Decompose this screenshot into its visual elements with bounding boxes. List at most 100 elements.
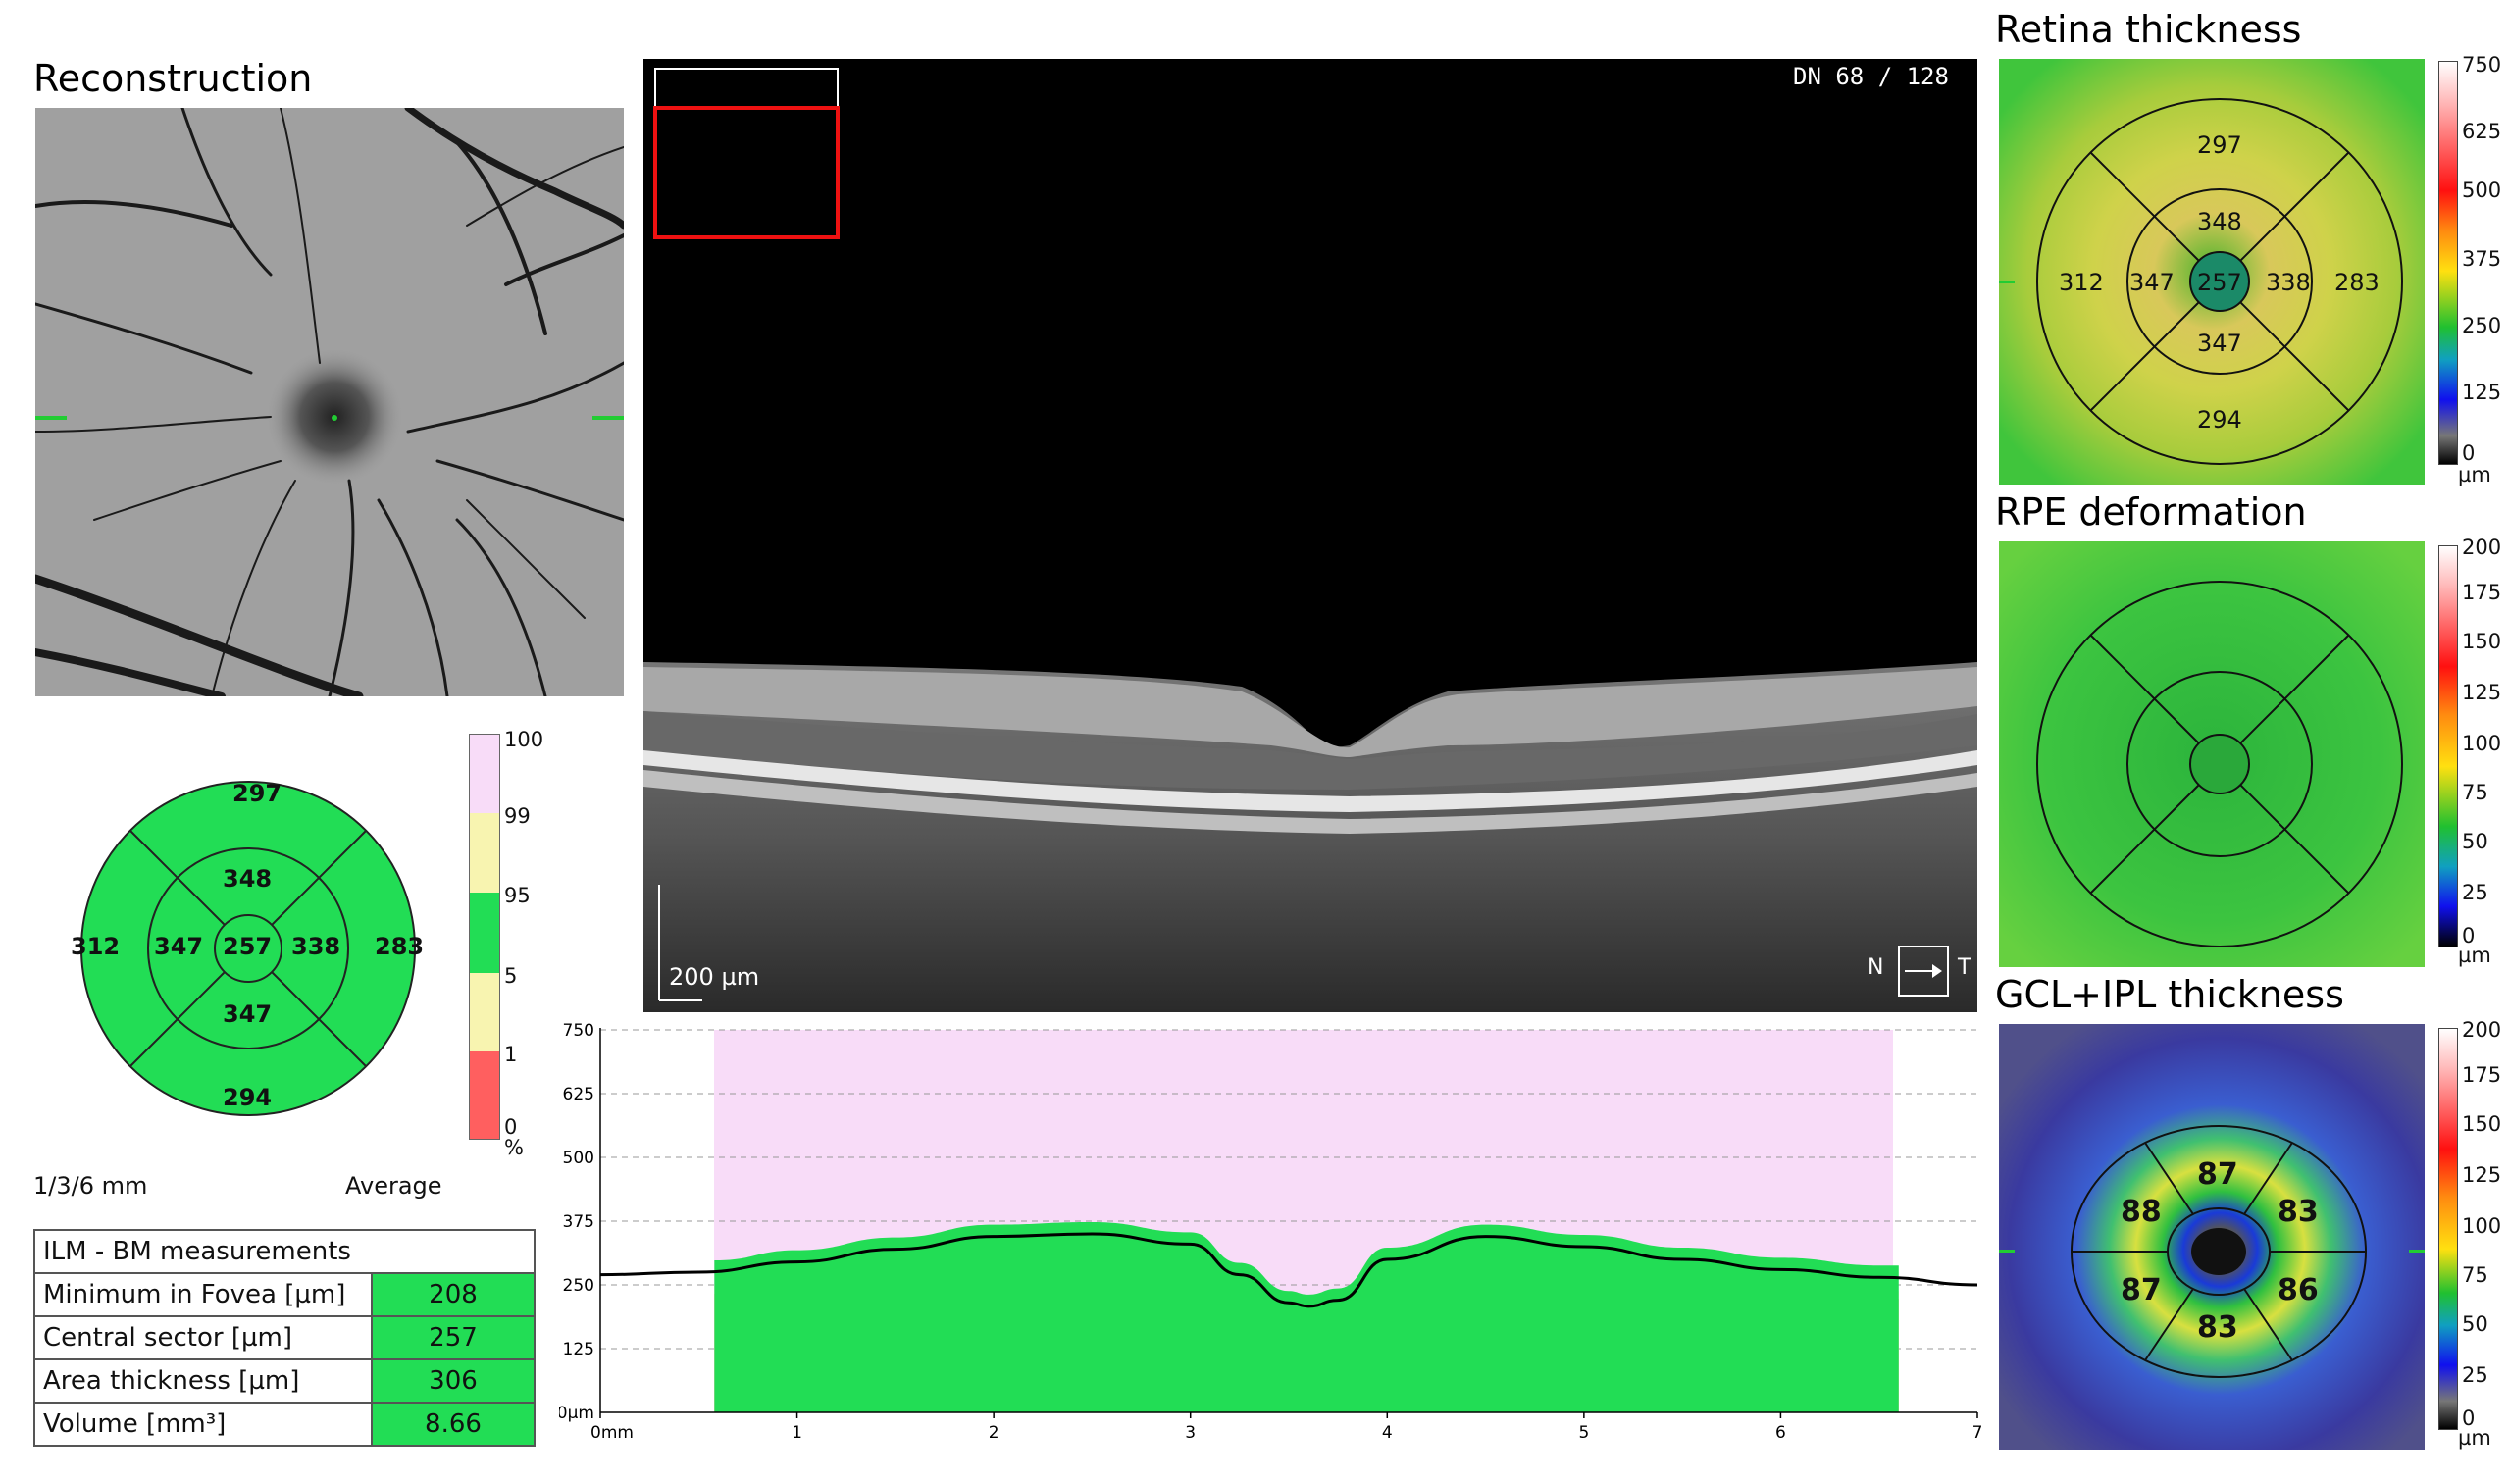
norm-tick-5: 5	[504, 964, 518, 988]
retina-sup-outer: 297	[2197, 131, 2242, 159]
measurement-value: 208	[371, 1272, 536, 1317]
retina-thickness-map[interactable]	[1999, 59, 2425, 485]
rpe-colorbar-tick: 175	[2462, 581, 2502, 604]
chart-x-tick-label: 5	[1578, 1423, 1589, 1443]
chart-y-tick-label: 0µm	[559, 1404, 594, 1423]
gcl-top: 87	[2197, 1157, 2238, 1192]
table-row: Minimum in Fovea [µm] 208	[33, 1272, 536, 1317]
gcl-bottom: 83	[2197, 1310, 2238, 1345]
retina-colorbar	[2438, 61, 2458, 465]
rpe-colorbar	[2438, 545, 2458, 947]
table-row: Area thickness [µm] 306	[33, 1358, 536, 1404]
gcl-colorbar-tick: 100	[2462, 1214, 2502, 1238]
gcl-colorbar-tick: 200	[2462, 1018, 2502, 1042]
thickness-profile-chart[interactable]: 0µm 125 250 375 500 625 750 0mm 1 2 3 4 5 6 7	[559, 1018, 1991, 1452]
normative-percentile-scale	[469, 734, 500, 1140]
gcl-colorbar	[2438, 1028, 2458, 1430]
chart-y-tick-label: 625	[563, 1085, 594, 1104]
etdrs-temp-inner: 338	[291, 933, 341, 960]
gcl-right-bottom: 86	[2278, 1273, 2319, 1307]
norm-tick-0: 0	[504, 1115, 518, 1139]
measurement-label: Central sector [µm]	[33, 1315, 373, 1360]
chart-y-tick-label: 125	[563, 1340, 594, 1359]
retina-center: 257	[2197, 269, 2242, 296]
norm-tick-99: 99	[504, 804, 531, 828]
etdrs-nas-outer: 312	[71, 933, 121, 960]
chart-y-tick-label: 500	[563, 1149, 594, 1168]
rpe-deformation-title: RPE deformation	[1995, 490, 2307, 534]
retina-colorbar-tick: 125	[2462, 381, 2502, 404]
chart-y-tick-label: 375	[563, 1212, 594, 1232]
norm-tick-100: 100	[504, 728, 544, 751]
measurement-label: Minimum in Fovea [µm]	[33, 1272, 373, 1317]
etdrs-inf-outer: 294	[223, 1084, 273, 1111]
rpe-colorbar-tick: 150	[2462, 630, 2502, 653]
gcl-colorbar-tick: 125	[2462, 1163, 2502, 1187]
retina-thickness-title: Retina thickness	[1995, 8, 2302, 51]
orientation-nasal: N	[1868, 955, 1884, 980]
rpe-colorbar-tick: 125	[2462, 681, 2502, 704]
etdrs-sup-inner: 348	[223, 865, 273, 893]
retina-colorbar-tick: 375	[2462, 247, 2502, 271]
retina-temp-outer: 283	[2334, 269, 2380, 296]
retina-nas-outer: 312	[2059, 269, 2104, 296]
retina-sup-inner: 348	[2197, 208, 2242, 235]
norm-unit: %	[504, 1136, 524, 1159]
retina-colorbar-unit: µm	[2458, 463, 2491, 486]
etdrs-sup-outer: 297	[232, 780, 282, 807]
etdrs-inf-inner: 347	[223, 1000, 273, 1028]
retina-inf-outer: 294	[2197, 406, 2242, 434]
retina-colorbar-tick: 250	[2462, 314, 2502, 337]
table-row: Central sector [µm] 257	[33, 1315, 536, 1360]
etdrs-mode-label: Average	[345, 1172, 442, 1200]
gcl-colorbar-tick: 75	[2462, 1263, 2488, 1287]
gcl-colorbar-tick: 175	[2462, 1063, 2502, 1087]
chart-x-tick-label: 0mm	[590, 1423, 634, 1443]
retina-nas-inner: 347	[2129, 269, 2175, 296]
chart-x-tick-label: 4	[1382, 1423, 1393, 1443]
measurement-value: 306	[371, 1358, 536, 1404]
oct-bscan-image[interactable]	[643, 59, 1977, 1012]
table-row: Volume [mm³] 8.66	[33, 1402, 536, 1447]
etdrs-nas-inner: 347	[154, 933, 204, 960]
chart-normal-area	[714, 1222, 1899, 1412]
retina-colorbar-tick: 625	[2462, 120, 2502, 143]
measurement-value: 257	[371, 1315, 536, 1360]
chart-y-tick-label: 750	[563, 1021, 594, 1041]
measurement-label: Volume [mm³]	[33, 1402, 373, 1447]
chart-x-tick-label: 3	[1185, 1423, 1196, 1443]
ilm-bm-measurements-table: ILM - BM measurements Minimum in Fovea […	[33, 1229, 536, 1447]
rpe-deformation-map[interactable]	[1999, 541, 2425, 967]
chart-x-tick-label: 2	[989, 1423, 999, 1443]
chart-x-tick-label: 6	[1775, 1423, 1786, 1443]
gcl-left-top: 88	[2121, 1195, 2162, 1229]
etdrs-scale-label: 1/3/6 mm	[33, 1172, 148, 1200]
gcl-colorbar-tick: 25	[2462, 1363, 2488, 1387]
gcl-colorbar-tick: 50	[2462, 1312, 2488, 1336]
rpe-colorbar-unit: µm	[2458, 944, 2491, 967]
rpe-colorbar-tick: 75	[2462, 781, 2488, 804]
chart-x-tick-label: 1	[792, 1423, 802, 1443]
retina-colorbar-tick: 0	[2462, 441, 2476, 465]
chart-x-tick-label: 7	[1972, 1423, 1983, 1443]
bscan-slice-label: DN 68 / 128	[1793, 63, 1949, 90]
retina-colorbar-tick: 500	[2462, 179, 2502, 202]
gcl-ipl-thickness-map[interactable]	[1999, 1024, 2425, 1450]
measurements-header: ILM - BM measurements	[33, 1229, 536, 1274]
norm-tick-1: 1	[504, 1043, 518, 1066]
chart-y-tick-label: 250	[563, 1276, 594, 1296]
gcl-ipl-thickness-title: GCL+IPL thickness	[1995, 973, 2344, 1016]
retina-colorbar-tick: 750	[2462, 53, 2502, 77]
gcl-colorbar-tick: 0	[2462, 1407, 2476, 1430]
measurement-value: 8.66	[371, 1402, 536, 1447]
orientation-temporal: T	[1958, 955, 1971, 980]
etdrs-center: 257	[223, 933, 273, 960]
etdrs-temp-outer: 283	[375, 933, 425, 960]
etdrs-thickness-grid[interactable]	[39, 770, 490, 1162]
gcl-left-bottom: 87	[2121, 1273, 2162, 1307]
gcl-colorbar-tick: 150	[2462, 1112, 2502, 1136]
bscan-scale-label: 200 µm	[669, 963, 760, 991]
gcl-right-top: 83	[2278, 1195, 2319, 1229]
rpe-colorbar-tick: 50	[2462, 830, 2488, 853]
fundus-reconstruction-image[interactable]	[35, 108, 624, 696]
